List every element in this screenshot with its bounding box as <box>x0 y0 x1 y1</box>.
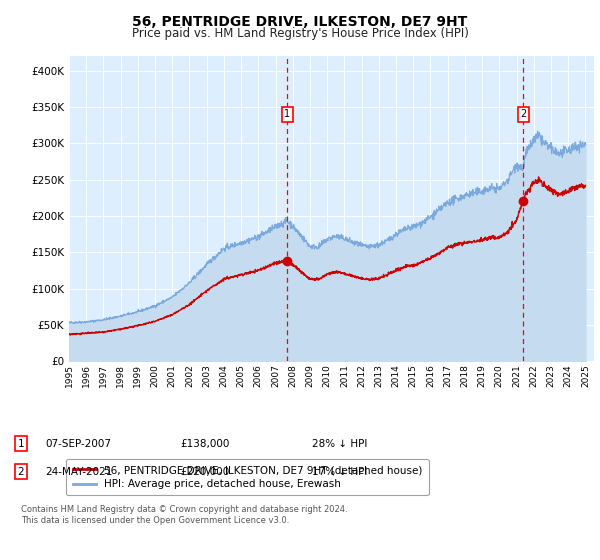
Text: 07-SEP-2007: 07-SEP-2007 <box>45 438 111 449</box>
Text: 2: 2 <box>520 109 526 119</box>
Text: 2: 2 <box>17 466 25 477</box>
Text: 1: 1 <box>17 438 25 449</box>
Text: 28% ↓ HPI: 28% ↓ HPI <box>312 438 367 449</box>
Text: £138,000: £138,000 <box>180 438 229 449</box>
Text: £220,000: £220,000 <box>180 466 229 477</box>
Text: 56, PENTRIDGE DRIVE, ILKESTON, DE7 9HT: 56, PENTRIDGE DRIVE, ILKESTON, DE7 9HT <box>133 15 467 29</box>
Text: Price paid vs. HM Land Registry's House Price Index (HPI): Price paid vs. HM Land Registry's House … <box>131 27 469 40</box>
Text: 1: 1 <box>284 109 290 119</box>
Text: 24-MAY-2021: 24-MAY-2021 <box>45 466 112 477</box>
Text: Contains HM Land Registry data © Crown copyright and database right 2024.
This d: Contains HM Land Registry data © Crown c… <box>21 505 347 525</box>
Legend: 56, PENTRIDGE DRIVE, ILKESTON, DE7 9HT (detached house), HPI: Average price, det: 56, PENTRIDGE DRIVE, ILKESTON, DE7 9HT (… <box>67 459 428 496</box>
Text: 17% ↓ HPI: 17% ↓ HPI <box>312 466 367 477</box>
